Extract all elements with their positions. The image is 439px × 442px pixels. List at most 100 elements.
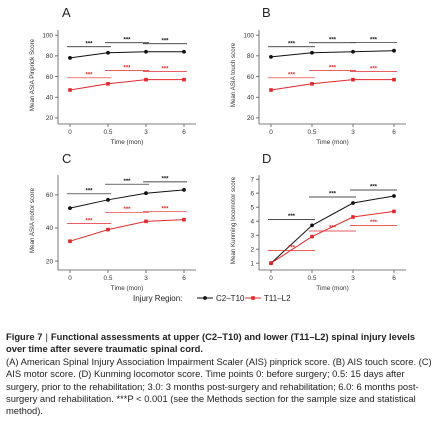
x-tick-label: 0.5 xyxy=(308,275,317,282)
data-point-upper xyxy=(392,194,396,198)
significance-label-lower: *** xyxy=(288,72,296,78)
significance-label-upper: *** xyxy=(370,185,378,191)
data-point-lower xyxy=(106,81,110,86)
x-tick-label: 0 xyxy=(269,275,273,282)
data-point-upper xyxy=(351,49,355,54)
x-tick-label: 3 xyxy=(144,275,148,282)
x-tick-label: 0.5 xyxy=(104,129,113,136)
significance-label-lower: *** xyxy=(329,226,337,232)
y-tick-label: 6 xyxy=(250,191,254,198)
data-point-lower xyxy=(269,88,273,92)
y-tick-label: 60 xyxy=(247,74,255,81)
series-line-lower xyxy=(270,79,394,91)
data-point-lower xyxy=(269,261,273,265)
panel-b: B 20 40 60 80 100 0 0.5 3 6 Time (mon) Mean ASIA to… xyxy=(230,5,406,146)
significance-label-upper: *** xyxy=(329,192,337,198)
data-point-upper xyxy=(392,48,396,53)
significance-label-lower: *** xyxy=(370,66,378,72)
data-point-upper xyxy=(351,201,355,205)
y-tick-label: 5 xyxy=(250,205,254,212)
data-point-lower xyxy=(106,227,110,232)
significance-label-upper: *** xyxy=(85,41,93,47)
x-tick-label: 0 xyxy=(68,275,72,282)
x-tick-label: 6 xyxy=(182,129,186,136)
significance-label-lower: *** xyxy=(85,72,93,78)
panel-letter: A xyxy=(62,5,71,20)
x-axis-label: Time (mon) xyxy=(111,139,143,146)
series-line-upper xyxy=(270,50,395,58)
significance-label-upper: *** xyxy=(123,37,131,43)
x-tick-label: 3 xyxy=(144,129,148,136)
y-tick-label: 100 xyxy=(42,32,53,39)
data-point-lower xyxy=(144,219,148,224)
y-tick-label: 60 xyxy=(46,192,54,199)
y-tick-label: 7 xyxy=(250,177,254,184)
significance-label-lower: *** xyxy=(85,218,93,224)
x-tick-label: 0 xyxy=(68,129,72,136)
data-point-upper xyxy=(106,50,110,55)
data-point-upper xyxy=(68,56,72,60)
data-point-lower xyxy=(392,77,396,82)
y-tick-label: 40 xyxy=(46,225,54,232)
legend-label-lower: T11–L2 xyxy=(264,294,291,303)
data-point-lower xyxy=(144,77,148,82)
y-tick-label: 4 xyxy=(250,219,254,226)
significance-label-upper: *** xyxy=(161,38,169,44)
x-tick-label: 0.5 xyxy=(308,129,317,136)
x-tick-label: 0 xyxy=(269,129,273,136)
caption-body: (A) American Spinal Injury Association I… xyxy=(6,355,432,417)
data-point-upper xyxy=(144,191,148,196)
data-point-lower xyxy=(182,217,186,222)
data-point-upper xyxy=(182,187,186,192)
caption-label: Figure 7 xyxy=(6,331,43,342)
y-tick-label: 1 xyxy=(250,261,254,268)
data-point-lower xyxy=(68,88,72,92)
data-point-lower xyxy=(310,81,314,86)
caption-separator: | xyxy=(45,331,48,342)
y-tick-label: 80 xyxy=(46,53,54,60)
panel-letter: D xyxy=(262,151,271,166)
y-axis-label: Mean ASIA motor score xyxy=(29,187,36,253)
panel-a: A 20 40 60 80 100 0 0.5 3 6 Time (mon) Mean ASIA Pi… xyxy=(29,5,196,146)
significance-label-upper: *** xyxy=(288,214,296,220)
data-point-lower xyxy=(310,234,314,239)
data-point-lower xyxy=(68,239,72,243)
data-point-lower xyxy=(351,77,355,82)
data-point-upper xyxy=(310,223,314,228)
figure-caption: Figure 7 | Functional assessments at upper… xyxy=(6,331,434,418)
data-point-upper xyxy=(310,50,314,55)
series-line-lower xyxy=(270,210,395,264)
y-tick-label: 60 xyxy=(46,74,54,81)
x-tick-label: 6 xyxy=(392,275,396,282)
legend-title: Injury Region: xyxy=(133,294,182,303)
significance-label-upper: *** xyxy=(85,189,93,195)
figure-legend: Injury Region: C2–T10 T11–L2 xyxy=(133,294,291,303)
panel-letter: C xyxy=(62,151,71,166)
y-tick-label: 40 xyxy=(247,95,255,102)
y-axis-label: Mean ASIA Pinprick Score xyxy=(29,38,36,111)
x-tick-label: 0.5 xyxy=(104,275,113,282)
significance-label-upper: *** xyxy=(370,37,378,43)
significance-label-lower: *** xyxy=(123,207,131,213)
x-tick-label: 3 xyxy=(351,129,355,136)
significance-label-upper: *** xyxy=(329,37,337,43)
legend-label-upper: C2–T10 xyxy=(216,294,245,303)
significance-label-upper: *** xyxy=(288,41,296,47)
data-point-upper xyxy=(106,197,110,202)
y-tick-label: 80 xyxy=(247,53,255,60)
x-tick-label: 3 xyxy=(351,275,355,282)
legend-marker-upper xyxy=(203,296,207,300)
y-tick-label: 2 xyxy=(250,247,254,254)
data-point-upper xyxy=(182,49,186,54)
significance-label-lower: *** xyxy=(370,220,378,226)
series-line-upper xyxy=(270,195,395,264)
y-tick-label: 20 xyxy=(46,115,54,122)
legend-marker-lower xyxy=(251,296,255,300)
data-point-upper xyxy=(68,206,72,210)
x-axis-label: Time (mon) xyxy=(316,285,348,292)
y-axis-label: Mean Kunming locomotor score xyxy=(230,176,237,264)
data-point-upper xyxy=(144,49,148,54)
significance-label-upper: *** xyxy=(161,177,169,183)
